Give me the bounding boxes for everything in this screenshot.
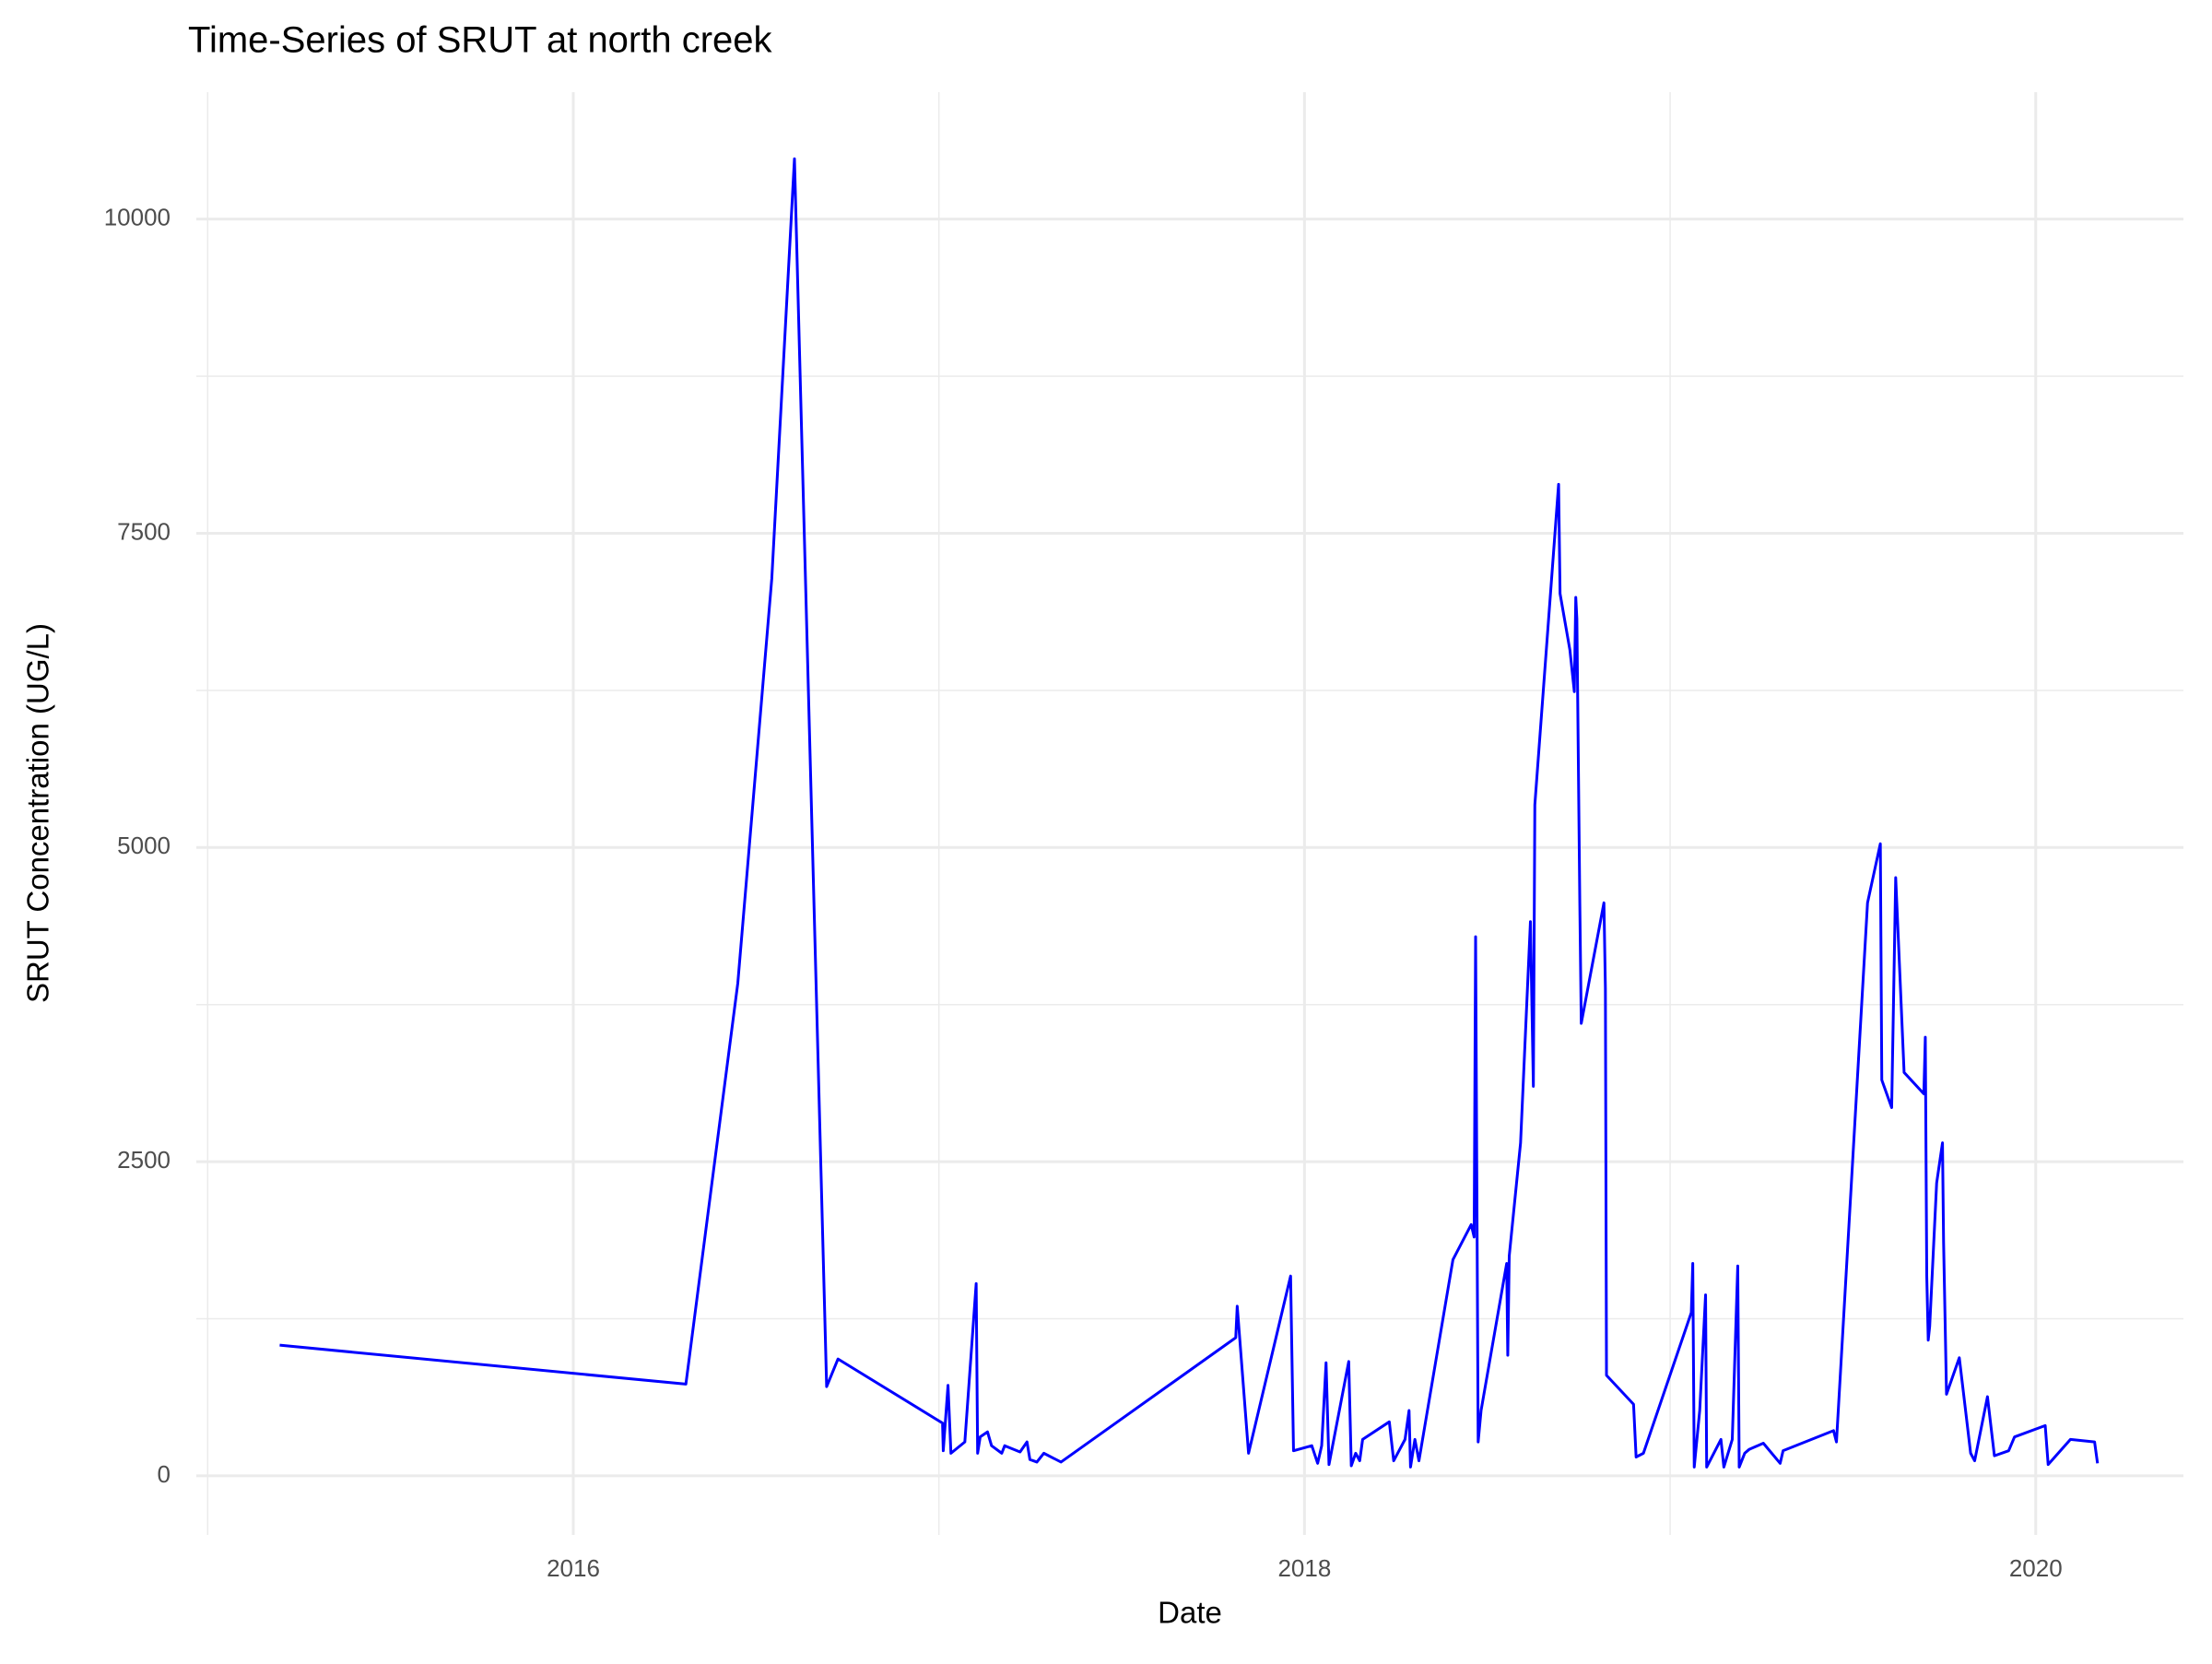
data-line [279,157,2100,1469]
y-tick-label: 10000 [104,204,171,231]
y-axis-title: SRUT Concentration (UG/L) [21,623,55,1003]
y-tick-label: 2500 [117,1146,171,1174]
x-axis-title: Date [1158,1596,1222,1630]
plot-area [279,157,2100,1469]
x-tick-label: 2018 [1277,1554,1331,1582]
y-tick-label: 5000 [117,832,171,859]
y-tick-label: 7500 [117,517,171,545]
y-tick-label: 0 [158,1460,171,1488]
grid [196,92,2183,1535]
x-tick-label: 2020 [2009,1554,2063,1582]
x-tick-label: 2016 [547,1554,600,1582]
chart-title: Time-Series of SRUT at north creek [188,20,773,61]
